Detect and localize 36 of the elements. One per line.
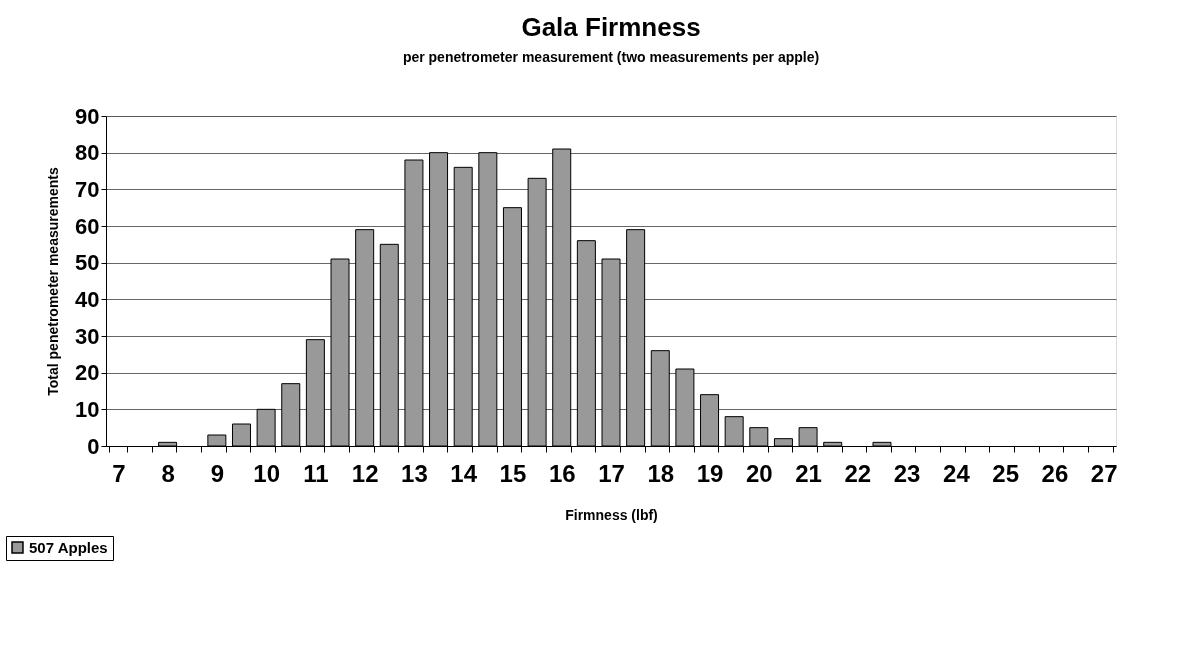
x-tick-label: 12 [351, 459, 379, 487]
y-tick-label: 40 [75, 286, 100, 312]
x-tick-label: 22 [844, 459, 872, 487]
x-tick-label: 24 [943, 459, 971, 487]
chart-subtitle: per penetrometer measurement (two measurements per apple) [402, 49, 820, 65]
legend-label: 507 Apples [29, 538, 108, 556]
y-tick-label: 60 [75, 213, 100, 239]
x-tick-label: 9 [210, 459, 225, 487]
x-tick-label: 26 [1041, 459, 1069, 487]
x-tick-label: 13 [401, 459, 428, 487]
x-tick-label: 15 [499, 459, 527, 487]
x-axis-title: Firmness (lbf) [565, 506, 658, 523]
x-tick-label: 11 [303, 459, 329, 487]
x-tick-label: 17 [598, 459, 625, 487]
y-tick-label: 10 [75, 396, 100, 422]
x-tick-label: 8 [161, 459, 175, 487]
y-tick-label: 0 [87, 433, 100, 459]
x-tick-label: 18 [647, 459, 675, 487]
x-tick-label: 10 [253, 459, 280, 487]
x-tick-label: 7 [112, 459, 126, 487]
chart-title: Gala Firmness [521, 12, 701, 42]
y-tick-label: 80 [75, 140, 100, 166]
x-tick-label: 25 [992, 459, 1019, 487]
x-tick-label: 14 [450, 459, 478, 487]
y-tick-label: 50 [75, 250, 100, 276]
x-tick-label: 21 [795, 459, 822, 487]
y-tick-label: 90 [75, 103, 100, 129]
y-tick-label: 20 [75, 360, 100, 386]
x-tick-label: 19 [696, 459, 724, 487]
y-tick-label: 70 [75, 176, 100, 202]
y-axis-title: Total penetrometer measurements [45, 167, 62, 396]
x-tick-label: 16 [548, 459, 576, 487]
x-tick-label: 27 [1090, 459, 1118, 487]
y-tick-label: 30 [75, 323, 100, 349]
x-tick-label: 20 [745, 459, 773, 487]
x-tick-label: 23 [893, 459, 921, 487]
